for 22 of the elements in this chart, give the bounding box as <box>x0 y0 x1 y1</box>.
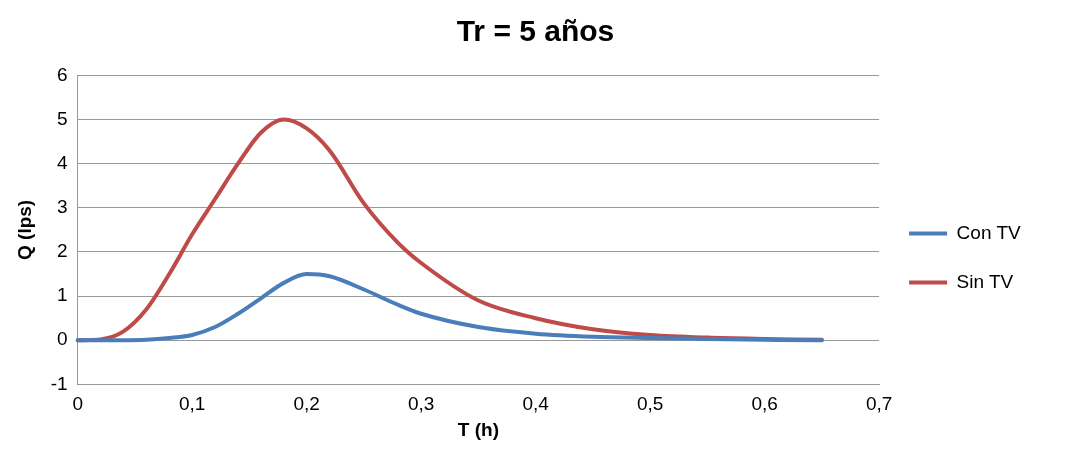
y-tick-label: 2 <box>57 240 68 262</box>
y-tick-label: 6 <box>57 63 68 85</box>
y-tick-label: 0 <box>57 328 68 350</box>
chart-title: Tr = 5 años <box>455 14 616 49</box>
x-tick-label: 0,5 <box>636 393 664 415</box>
y-tick-label: 4 <box>57 151 69 173</box>
y-tick-label: 3 <box>57 196 68 218</box>
x-tick-label: 0 <box>72 393 83 415</box>
x-tick-label: 0,3 <box>407 393 435 415</box>
x-tick-label: 0,7 <box>865 393 893 415</box>
y-tick-label: 1 <box>57 284 68 306</box>
y-tick-label: -1 <box>50 372 68 394</box>
y-tick-label: 5 <box>57 107 68 129</box>
legend-label: Con TV <box>956 221 1021 243</box>
x-tick-label: 0,1 <box>178 393 206 415</box>
legend-label: Sin TV <box>956 270 1014 292</box>
x-tick-label: 0,2 <box>293 393 320 415</box>
x-tick-label: 0,6 <box>751 393 778 415</box>
x-tick-label: 0,4 <box>522 393 550 415</box>
x-axis-title: T (h) <box>457 418 499 440</box>
y-axis-title: Q (lps) <box>13 199 35 260</box>
line-series <box>75 272 824 343</box>
